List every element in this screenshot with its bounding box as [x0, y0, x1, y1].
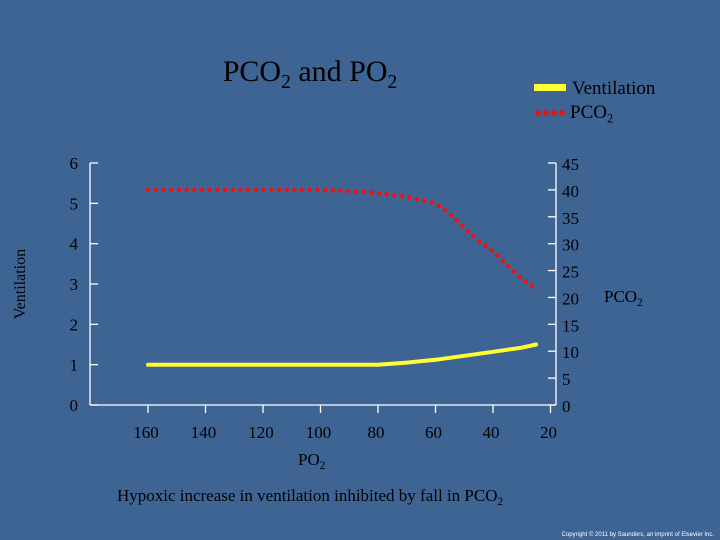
y2-tick-label: 15	[562, 316, 579, 335]
y2-tick-label: 10	[562, 343, 579, 362]
series-line-pco2	[145, 187, 539, 292]
copyright-notice: Copyright © 2011 by Saunders, an imprint…	[561, 532, 714, 538]
legend-swatch-ventilation	[534, 84, 566, 91]
x-tick-label: 160	[133, 423, 159, 442]
x-tick-label: 120	[248, 423, 274, 442]
series-line-ventilation	[146, 342, 539, 367]
y2-axis-label: PCO2	[604, 287, 643, 309]
y-axis-label: Ventilation	[12, 248, 29, 320]
y2-tick-label: 5	[562, 370, 571, 389]
y-tick-label: 4	[70, 235, 79, 254]
y-tick-label: 1	[70, 356, 79, 375]
x-axis-label: PO2	[298, 450, 326, 472]
x-tick-label: 20	[540, 423, 557, 442]
y-tick-label: 2	[70, 315, 79, 334]
y-tick-label: 3	[70, 275, 79, 294]
y2-tick-label: 45	[562, 155, 579, 174]
x-tick-label: 60	[425, 423, 442, 442]
legend-label-ventilation: Ventilation	[572, 78, 656, 99]
chart-title: PCO2 and PO2	[222, 55, 398, 93]
chart-caption: Hypoxic increase in ventilation inhibite…	[116, 486, 504, 508]
x-tick-label: 80	[368, 423, 385, 442]
y2-tick-label: 35	[562, 209, 579, 228]
x-tick-label: 140	[191, 423, 217, 442]
y-tick-label: 0	[70, 396, 79, 415]
y2-tick-label: 0	[562, 397, 571, 416]
y2-tick-label: 20	[562, 289, 579, 308]
y2-tick-label: 30	[562, 236, 579, 255]
legend-label-pco2: PCO2	[570, 102, 614, 126]
legend-swatch-pco2	[534, 109, 566, 117]
y-tick-label: 5	[70, 194, 79, 213]
x-tick-label: 40	[483, 423, 500, 442]
y2-tick-label: 40	[562, 182, 579, 201]
y-tick-label: 6	[70, 154, 79, 173]
y2-tick-label: 25	[562, 263, 579, 282]
x-tick-label: 100	[306, 423, 332, 442]
